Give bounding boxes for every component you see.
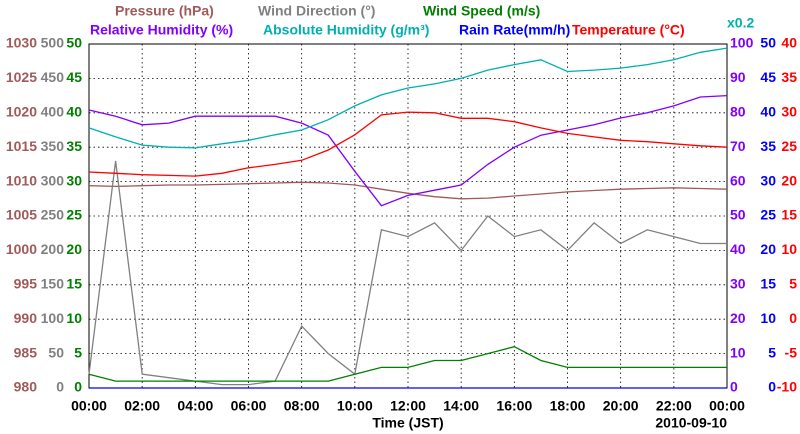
y-tick-label: 45 [66, 69, 82, 85]
x-tick-label: 16:00 [496, 398, 532, 414]
y-tick-label: 5 [768, 344, 776, 360]
y-tick-label: 1005 [6, 207, 37, 223]
legend-entry: Absolute Humidity (g/m³) [263, 22, 429, 38]
legend-entry: Pressure (hPa) [115, 3, 214, 19]
y-tick-label: 20 [760, 241, 776, 257]
legend-entry: Temperature (°C) [572, 22, 685, 38]
y-tick-label: 30 [730, 276, 746, 292]
y-tick-label: 35 [760, 138, 776, 154]
y-tick-label: 20 [781, 172, 797, 188]
x-tick-label: 04:00 [177, 398, 213, 414]
series-line [88, 47, 728, 149]
legend-entry: Wind Direction (°) [258, 3, 375, 19]
y-tick-label: 1020 [6, 104, 37, 120]
y-tick-label: 25 [781, 138, 797, 154]
x-tick-label: 12:00 [390, 398, 426, 414]
x-tick-label: 20:00 [603, 398, 639, 414]
y-tick-label: 200 [41, 241, 65, 257]
legend-entry: Rain Rate(mm/h) [459, 22, 570, 38]
y-tick-label: 250 [41, 207, 65, 223]
y-tick-label: 40 [730, 241, 746, 257]
y-tick-label: 25 [760, 207, 776, 223]
y-tick-label: 1030 [6, 35, 37, 51]
y-tick-label: 0 [730, 379, 738, 395]
y-tick-label: 1000 [6, 241, 37, 257]
y-tick-label: 60 [730, 172, 746, 188]
y-tick-label: 35 [781, 69, 797, 85]
y-tick-label: 1010 [6, 172, 37, 188]
y-tick-label: 40 [781, 35, 797, 51]
x-axis-label: Time (JST) [372, 415, 443, 431]
y-tick-label: 35 [66, 138, 82, 154]
series-line [88, 181, 728, 200]
y-tick-label: 45 [760, 69, 776, 85]
y-tick-label: 15 [66, 276, 82, 292]
x-tick-label: 00:00 [71, 398, 107, 414]
y-tick-label: -5 [785, 344, 798, 360]
y-tick-label: 10 [781, 241, 797, 257]
legend-entry: Wind Speed (m/s) [423, 3, 540, 19]
y-tick-label: 300 [41, 172, 65, 188]
y-tick-label: 50 [760, 35, 776, 51]
y-tick-label: 0 [74, 379, 82, 395]
x-tick-label: 06:00 [231, 398, 267, 414]
y-tick-label: 30 [781, 104, 797, 120]
y-tick-label: 40 [760, 104, 776, 120]
x-tick-label: 02:00 [124, 398, 160, 414]
y-tick-label: 100 [41, 310, 65, 326]
series-line [88, 94, 728, 207]
y-tick-label: 500 [41, 35, 65, 51]
y-tick-label: 0 [789, 310, 797, 326]
x-tick-label: 18:00 [550, 398, 586, 414]
y-tick-label: 20 [66, 241, 82, 257]
x-tick-label: 14:00 [443, 398, 479, 414]
legend-entry: Relative Humidity (%) [90, 22, 233, 38]
y-tick-label: 990 [14, 310, 38, 326]
scale-note: x0.2 [727, 15, 754, 31]
y-tick-label: 50 [730, 207, 746, 223]
x-tick-label: 22:00 [656, 398, 692, 414]
y-tick-label: 10 [760, 310, 776, 326]
y-tick-label: 50 [48, 344, 64, 360]
y-tick-label: 1015 [6, 138, 37, 154]
y-tick-label: 350 [41, 138, 65, 154]
y-tick-label: 90 [730, 69, 746, 85]
y-tick-label: 5 [789, 276, 797, 292]
y-tick-label: 0 [768, 379, 776, 395]
y-tick-label: 30 [760, 172, 776, 188]
y-tick-label: -10 [777, 379, 797, 395]
x-tick-label: 00:00 [709, 398, 745, 414]
series-line [88, 111, 728, 177]
y-tick-label: 30 [66, 172, 82, 188]
y-tick-label: 10 [66, 310, 82, 326]
y-tick-label: 985 [14, 344, 38, 360]
y-tick-label: 25 [66, 207, 82, 223]
y-tick-label: 50 [66, 35, 82, 51]
y-tick-label: 15 [781, 207, 797, 223]
y-tick-label: 5 [74, 344, 82, 360]
x-tick-label: 10:00 [337, 398, 373, 414]
y-tick-label: 70 [730, 138, 746, 154]
y-tick-label: 15 [760, 276, 776, 292]
y-tick-label: 20 [730, 310, 746, 326]
y-tick-label: 150 [41, 276, 65, 292]
y-tick-label: 980 [14, 379, 38, 395]
y-tick-label: 10 [730, 344, 746, 360]
y-tick-label: 450 [41, 69, 65, 85]
y-tick-label: 80 [730, 104, 746, 120]
y-tick-label: 400 [41, 104, 65, 120]
y-tick-label: 40 [66, 104, 82, 120]
y-tick-label: 0 [56, 379, 64, 395]
date-label: 2010-09-10 [655, 415, 727, 431]
y-tick-label: 995 [14, 276, 38, 292]
x-tick-label: 08:00 [284, 398, 320, 414]
series-line [88, 346, 727, 382]
y-tick-label: 1025 [6, 69, 37, 85]
y-tick-label: 100 [730, 35, 754, 51]
